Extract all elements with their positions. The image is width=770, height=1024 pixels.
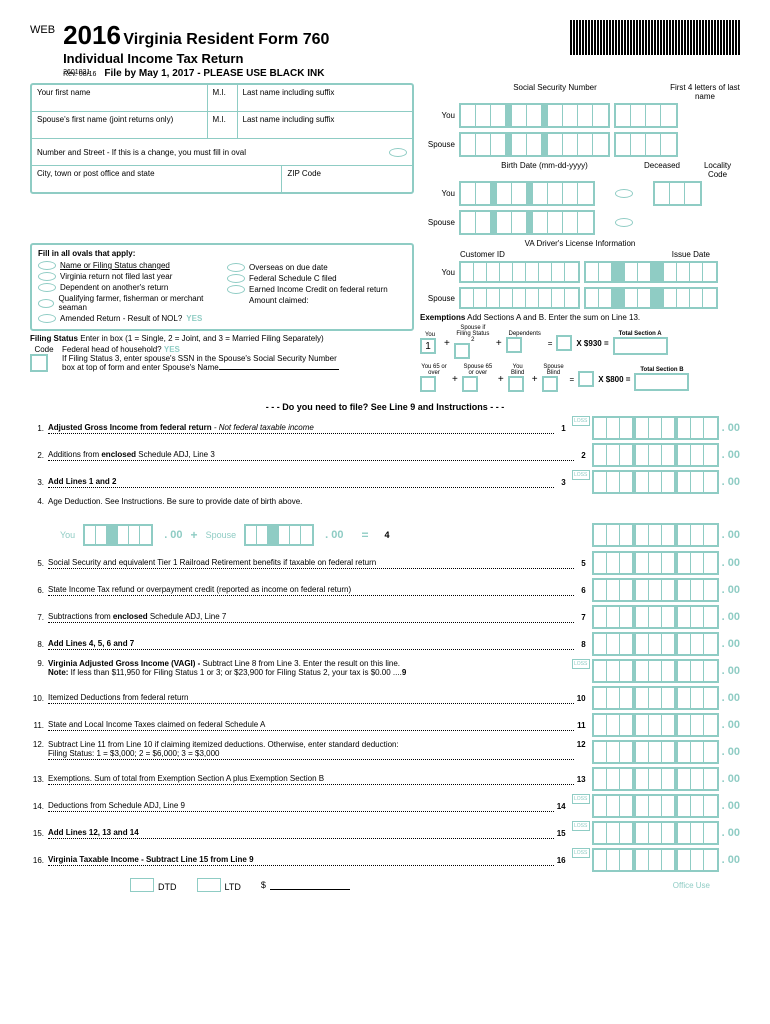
amount-input[interactable] — [592, 523, 719, 547]
name-box: Your first name M.I. Last name including… — [30, 83, 414, 194]
dl-header: VA Driver's License Information — [420, 239, 740, 248]
oval-amended[interactable] — [38, 314, 56, 323]
loss-indicator: LOSS — [572, 659, 590, 669]
oval-eic[interactable] — [227, 285, 245, 294]
customer-id-header: Customer ID — [460, 250, 505, 259]
filing-code-box[interactable] — [30, 354, 48, 372]
spouse-deceased-oval[interactable] — [615, 218, 633, 227]
exempt-sp65[interactable] — [462, 376, 478, 392]
exempt-you65[interactable] — [420, 376, 436, 392]
spouse-label2: Spouse — [420, 218, 455, 227]
deceased-header: Deceased — [637, 161, 687, 179]
ltd-label: LTD — [225, 882, 241, 892]
exempt-you: 1 — [420, 338, 436, 354]
amount-input[interactable] — [592, 659, 719, 683]
amount-input[interactable] — [592, 470, 719, 494]
amount-input[interactable] — [592, 794, 719, 818]
spouse-first4[interactable] — [614, 132, 678, 157]
spouse-last-field[interactable]: Last name including suffix — [238, 112, 413, 138]
loss-indicator: LOSS — [572, 821, 590, 831]
dollar-label: $ — [261, 880, 266, 890]
oval-schedc[interactable] — [227, 274, 245, 283]
address-change-oval[interactable] — [389, 148, 407, 157]
address-field[interactable]: Number and Street - If this is a change,… — [32, 139, 412, 165]
spouse-dl[interactable] — [459, 287, 580, 309]
birth-header: Birth Date (mm-dd-yyyy) — [460, 161, 629, 179]
amount-input[interactable] — [592, 551, 719, 575]
city-field[interactable]: City, town or post office and state — [32, 166, 282, 192]
filing-status-label: Filing Status — [30, 334, 78, 343]
spouse-ssn[interactable] — [459, 132, 610, 157]
amount-input[interactable] — [592, 605, 719, 629]
exempt-sum-b[interactable] — [578, 371, 594, 387]
you-label2: You — [420, 189, 455, 198]
oval-overseas[interactable] — [227, 263, 245, 272]
amount-input[interactable] — [592, 686, 719, 710]
exempt-sum-a[interactable] — [556, 335, 572, 351]
dtd-box[interactable] — [130, 878, 154, 892]
loss-indicator: LOSS — [572, 416, 590, 426]
spouse-birth[interactable] — [459, 210, 595, 235]
amount-input[interactable] — [592, 578, 719, 602]
amount-input[interactable] — [592, 416, 719, 440]
barcode — [570, 20, 740, 55]
oval-farmer[interactable] — [38, 299, 54, 308]
form-title: Virginia Resident Form 760 — [123, 31, 329, 48]
you-ssn[interactable] — [459, 103, 610, 128]
spouse-dl-date[interactable] — [584, 287, 718, 309]
you-dl-date[interactable] — [584, 261, 718, 283]
zip-field[interactable]: ZIP Code — [282, 166, 412, 192]
you-dl[interactable] — [459, 261, 580, 283]
year: 2016 — [63, 20, 121, 50]
locality-header: Locality Code — [695, 161, 740, 179]
exempt-spouse[interactable] — [454, 343, 470, 359]
web-label: WEB — [30, 24, 55, 36]
loss-indicator: LOSS — [572, 848, 590, 858]
file-by: File by May 1, 2017 - PLEASE USE BLACK I… — [104, 68, 324, 79]
office-use: Office Use — [673, 881, 710, 890]
total-a-box[interactable] — [613, 337, 668, 355]
you-birth[interactable] — [459, 181, 595, 206]
lines-header: - - - Do you need to file? See Line 9 an… — [30, 402, 740, 412]
oval-not-filed[interactable] — [38, 272, 56, 281]
exempt-youblind[interactable] — [508, 376, 524, 392]
you-label: You — [420, 111, 455, 120]
oval-dependent[interactable] — [38, 283, 56, 292]
loss-indicator: LOSS — [572, 470, 590, 480]
amount-input[interactable] — [592, 443, 719, 467]
last-name-field[interactable]: Last name including suffix — [238, 85, 413, 111]
rev-code: Rev. 08/16 — [63, 71, 96, 78]
amount-input[interactable] — [592, 632, 719, 656]
spouse-mi-field[interactable]: M.I. — [208, 112, 238, 138]
you-deceased-oval[interactable] — [615, 189, 633, 198]
amount-input[interactable] — [592, 713, 719, 737]
amount-input[interactable] — [592, 848, 719, 872]
spouse-first-field[interactable]: Spouse's first name (joint returns only) — [32, 112, 208, 138]
exemptions-header: Exemptions — [420, 313, 465, 322]
total-b-box[interactable] — [634, 373, 689, 391]
loss-indicator: LOSS — [572, 794, 590, 804]
oval-name-changed[interactable] — [38, 261, 56, 270]
amount-input[interactable] — [592, 767, 719, 791]
exempt-spblind[interactable] — [542, 376, 558, 392]
first-name-field[interactable]: Your first name — [32, 85, 208, 111]
ovals-title: Fill in all ovals that apply: — [38, 249, 217, 258]
mi-field[interactable]: M.I. — [208, 85, 238, 111]
spouse-label: Spouse — [420, 140, 455, 149]
first4-header: First 4 letters of last name — [670, 83, 740, 101]
ssn-header: Social Security Number — [460, 83, 650, 101]
locality-code[interactable] — [653, 181, 702, 206]
issue-date-header: Issue Date — [672, 250, 710, 259]
you-first4[interactable] — [614, 103, 678, 128]
amount-input[interactable] — [592, 821, 719, 845]
ovals-section: Fill in all ovals that apply: Name or Fi… — [30, 243, 414, 331]
exempt-dep[interactable] — [506, 337, 522, 353]
subtitle: Individual Income Tax Return — [63, 51, 329, 66]
ltd-box[interactable] — [197, 878, 221, 892]
amount-input[interactable] — [592, 740, 719, 764]
dtd-label: DTD — [158, 882, 177, 892]
